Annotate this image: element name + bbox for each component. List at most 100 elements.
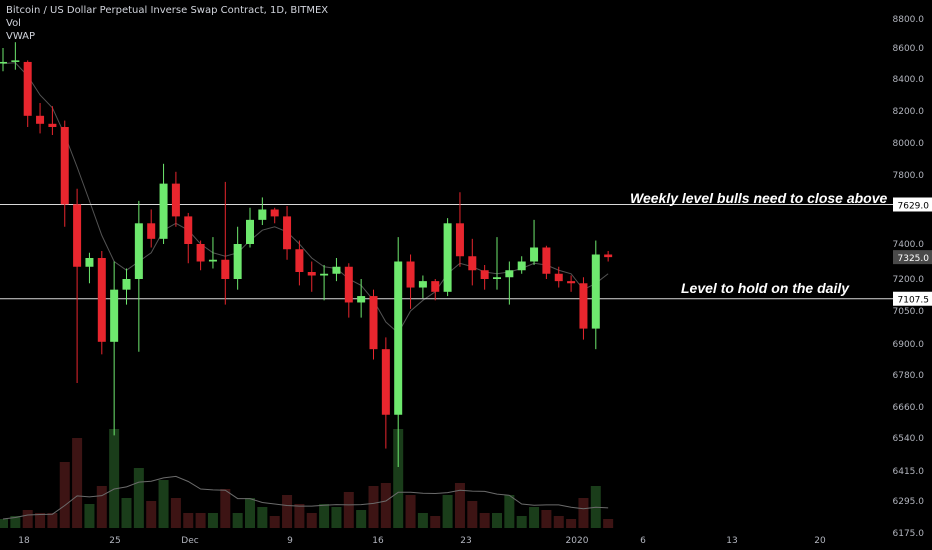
volume-bar: [566, 519, 577, 528]
candle: [394, 237, 403, 468]
price-tick-label: 8800.0: [893, 15, 925, 25]
candle: [134, 200, 143, 352]
candle-body: [357, 296, 366, 303]
price-tick-label: 7800.0: [893, 171, 925, 181]
candle: [567, 275, 576, 292]
candle: [60, 120, 69, 227]
candle: [542, 245, 551, 279]
price-tick-label: 6900.0: [893, 340, 925, 350]
volume-bar: [331, 507, 342, 528]
candle: [591, 240, 600, 350]
candle: [48, 106, 57, 135]
candle-body: [283, 216, 292, 250]
last-price-tag: [893, 250, 932, 265]
candle-body: [11, 60, 20, 62]
chart-legend: Bitcoin / US Dollar Perpetual Inverse Sw…: [6, 4, 328, 43]
candle: [122, 268, 131, 305]
time-tick-label: 25: [109, 536, 120, 546]
price-tick-label: 6295.0: [893, 497, 925, 507]
time-tick-label: 2020: [566, 536, 589, 546]
price-tick-label: 8600.0: [893, 44, 925, 54]
volume-bar: [232, 513, 243, 528]
candle: [283, 206, 292, 260]
price-tick-label: 6660.0: [893, 403, 925, 413]
price-tick-label: 8200.0: [893, 107, 925, 117]
candle-body: [307, 272, 316, 276]
candle: [73, 188, 82, 383]
candle-body: [122, 279, 131, 290]
volume-bar: [479, 513, 490, 528]
candle-body: [579, 283, 588, 329]
volume-bar: [492, 513, 502, 528]
volume-bar: [146, 501, 157, 528]
price-tick-label: 7400.0: [893, 240, 925, 250]
candle-body: [381, 349, 390, 415]
candle: [369, 289, 378, 360]
time-tick-label: 16: [372, 536, 384, 546]
volume-bar: [504, 495, 515, 528]
candle-body: [0, 61, 7, 64]
volume-bar: [47, 513, 58, 528]
time-tick-label: 6: [640, 536, 646, 546]
volume-ma-line: [2, 475, 609, 520]
price-tick-label: 7200.0: [893, 275, 925, 285]
candle: [406, 254, 415, 309]
candle: [320, 265, 329, 301]
candle-body: [147, 223, 156, 239]
candle-body: [246, 219, 254, 244]
candle-body: [493, 277, 501, 279]
candle-body: [332, 266, 341, 274]
candle: [147, 209, 156, 248]
candle: [480, 265, 489, 290]
candle: [604, 251, 613, 262]
candle: [307, 261, 316, 292]
candle: [11, 42, 20, 70]
candle: [381, 337, 390, 449]
candle: [455, 192, 464, 267]
candle-body: [36, 115, 45, 124]
candle-body: [184, 216, 193, 244]
candle-body: [23, 61, 32, 116]
volume-bar: [0, 519, 8, 528]
time-tick-label: 9: [287, 536, 293, 546]
candle: [295, 240, 304, 286]
candle-body: [171, 183, 180, 217]
candle-body: [530, 247, 539, 262]
volume-bar: [158, 480, 169, 528]
candle-body: [567, 281, 576, 284]
candle: [517, 256, 526, 274]
candle-body: [455, 223, 464, 257]
candle-body: [591, 254, 600, 329]
level-price-tag: [893, 291, 932, 306]
candle-body: [73, 204, 82, 267]
volume-bar: [454, 483, 465, 528]
candle-body: [394, 261, 403, 415]
volume-bar: [121, 498, 132, 528]
volume-bar: [245, 498, 255, 528]
volume-bar: [269, 516, 280, 528]
indicator-volume: Vol: [6, 18, 21, 29]
candle-body: [443, 223, 452, 292]
candle-body: [418, 281, 427, 288]
volume-bar: [529, 507, 540, 528]
candle: [85, 252, 94, 284]
volume-bar: [170, 498, 181, 528]
candle-body: [221, 259, 230, 279]
candles: [0, 42, 613, 468]
volume-bar: [183, 513, 194, 528]
volume-bar: [22, 510, 33, 528]
candle: [233, 226, 242, 290]
daily-level-annotation: Level to hold on the daily: [681, 280, 850, 296]
candle-body: [48, 123, 57, 127]
candle-body: [134, 223, 143, 279]
candle: [97, 251, 106, 355]
candle: [270, 207, 279, 224]
candle: [0, 48, 7, 72]
volume-bar: [59, 462, 70, 528]
candle-body: [320, 273, 329, 276]
candle-body: [196, 244, 205, 262]
time-tick-label: 18: [18, 536, 30, 546]
price-tick-label: 6780.0: [893, 371, 925, 381]
volume-bar: [72, 438, 83, 528]
